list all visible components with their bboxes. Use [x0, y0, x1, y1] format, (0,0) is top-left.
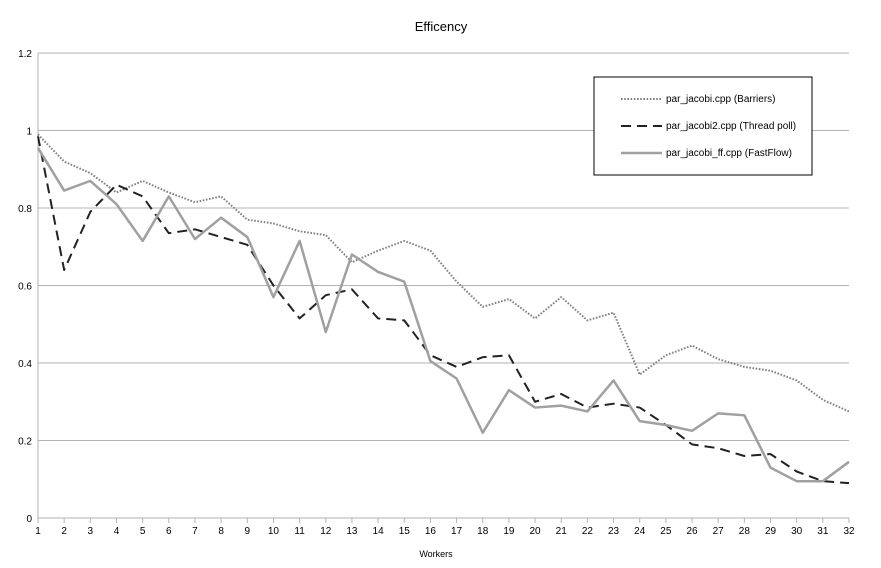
x-axis-ticks: 1 2 3 4 5 6 7 8 9 10 11 12 13 14 15 16 17 18 19 20 21 22 23 24 2…: [35, 518, 855, 537]
x-tick-label: 10: [268, 526, 280, 537]
legend: par_jacobi.cpp (Barriers) par_jacobi2.cp…: [593, 76, 813, 176]
legend-label-thread-poll: par_jacobi2.cpp (Thread poll): [666, 121, 796, 132]
x-tick-label: 18: [477, 526, 489, 537]
x-tick-label: 9: [245, 526, 251, 537]
chart-title: Efficency: [415, 19, 468, 34]
y-tick-label: 0: [26, 514, 32, 525]
y-tick-label: 1: [26, 127, 32, 138]
x-axis-label: Workers: [419, 549, 453, 559]
y-tick-label: 0.8: [18, 204, 32, 215]
series-line-barriers: [37, 133, 850, 413]
x-tick-label: 5: [140, 526, 146, 537]
x-tick-label: 32: [843, 526, 855, 537]
x-tick-label: 31: [817, 526, 829, 537]
x-tick-label: 26: [686, 526, 698, 537]
x-tick-label: 27: [713, 526, 725, 537]
x-tick-label: 3: [88, 526, 94, 537]
y-tick-label: 0.2: [18, 437, 32, 448]
x-tick-label: 17: [451, 526, 463, 537]
x-tick-label: 12: [320, 526, 332, 537]
x-tick-label: 1: [35, 526, 41, 537]
series-line-fastflow: [36, 147, 850, 483]
x-tick-label: 2: [61, 526, 67, 537]
x-tick-label: 24: [634, 526, 646, 537]
x-tick-label: 8: [218, 526, 224, 537]
y-axis-ticks: 0 0.2 0.4 0.6 0.8 1 1.2: [18, 49, 32, 525]
x-tick-label: 15: [399, 526, 411, 537]
x-tick-label: 11: [294, 526, 305, 537]
x-tick-label: 4: [114, 526, 120, 537]
y-tick-label: 0.4: [18, 359, 32, 370]
x-tick-label: 14: [373, 526, 385, 537]
legend-label-barriers: par_jacobi.cpp (Barriers): [666, 94, 776, 105]
x-tick-label: 23: [608, 526, 620, 537]
x-tick-label: 16: [425, 526, 437, 537]
axes: [37, 53, 849, 519]
series-layer: [36, 133, 850, 485]
series-line-thread-poll: [37, 136, 850, 485]
legend-label-fastflow: par_jacobi_ff.cpp (FastFlow): [666, 148, 792, 159]
x-tick-label: 7: [192, 526, 198, 537]
x-tick-label: 19: [503, 526, 515, 537]
x-tick-label: 29: [765, 526, 777, 537]
grid: [38, 52, 849, 441]
x-tick-label: 20: [530, 526, 542, 537]
x-tick-label: 28: [739, 526, 751, 537]
x-tick-label: 25: [660, 526, 672, 537]
x-tick-label: 13: [346, 526, 358, 537]
x-tick-label: 22: [582, 526, 594, 537]
x-tick-label: 21: [556, 526, 568, 537]
x-tick-label: 6: [166, 526, 172, 537]
y-tick-label: 1.2: [18, 49, 32, 60]
y-tick-label: 0.6: [18, 282, 32, 293]
x-tick-label: 30: [791, 526, 803, 537]
